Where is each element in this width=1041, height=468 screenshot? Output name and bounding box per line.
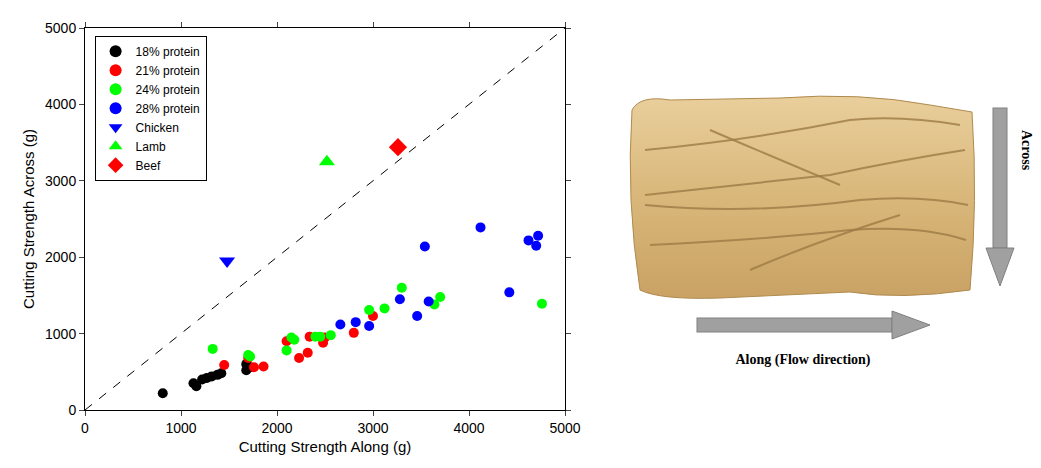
svg-text:0: 0 (68, 402, 76, 418)
svg-text:Across: Across (1019, 130, 1034, 171)
svg-text:Along (Flow direction): Along (Flow direction) (735, 352, 870, 368)
svg-text:4000: 4000 (453, 420, 484, 436)
svg-text:21% protein: 21% protein (136, 64, 200, 78)
svg-text:Beef: Beef (136, 159, 161, 173)
svg-text:Cutting Strength Across (g): Cutting Strength Across (g) (20, 129, 37, 309)
svg-text:2000: 2000 (45, 249, 76, 265)
svg-text:3000: 3000 (357, 420, 388, 436)
svg-text:4000: 4000 (45, 96, 76, 112)
svg-text:3000: 3000 (45, 173, 76, 189)
svg-text:2000: 2000 (261, 420, 292, 436)
svg-text:Chicken: Chicken (136, 121, 179, 135)
svg-text:5000: 5000 (549, 420, 580, 436)
svg-text:1000: 1000 (45, 326, 76, 342)
svg-text:0: 0 (81, 420, 89, 436)
svg-text:Cutting Strength Along (g): Cutting Strength Along (g) (239, 438, 412, 455)
svg-text:Lamb: Lamb (136, 140, 166, 154)
svg-text:1000: 1000 (165, 420, 196, 436)
svg-text:18% protein: 18% protein (136, 45, 200, 59)
svg-text:24% protein: 24% protein (136, 83, 200, 97)
svg-text:28% protein: 28% protein (136, 102, 200, 116)
svg-text:5000: 5000 (45, 20, 76, 36)
